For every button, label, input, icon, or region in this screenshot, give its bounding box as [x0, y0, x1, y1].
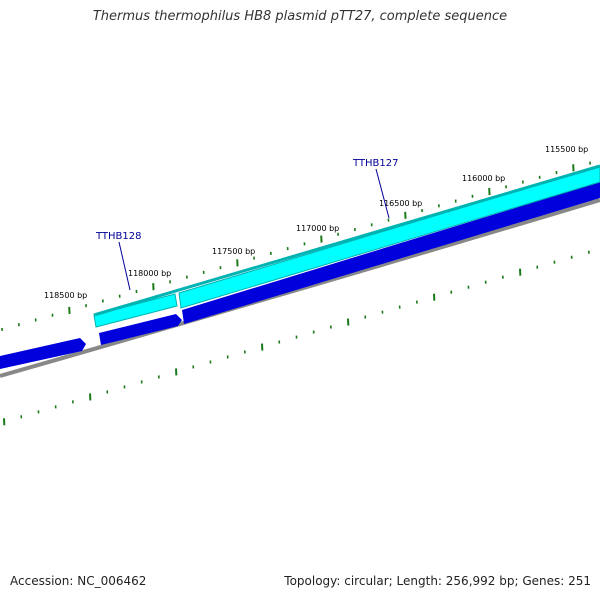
reverse-gene-arrow-middle[interactable] [99, 314, 182, 345]
gene-leader-line-tthb127 [375, 168, 390, 219]
inner-tick-marks [3, 250, 590, 426]
tick-label-118000: 118000 bp [128, 269, 171, 278]
outer-tick-marks [1, 161, 591, 331]
map-title: Thermus thermophilus HB8 plasmid pTT27, … [92, 9, 508, 24]
tick-label-116500: 116500 bp [379, 199, 422, 208]
backbone-track [0, 198, 600, 378]
forward-gene-segment-left[interactable] [93, 293, 178, 328]
accession-text: Accession: NC_006462 [10, 574, 147, 588]
forward-strand-edge [93, 164, 600, 317]
tick-label-115500: 115500 bp [545, 145, 588, 154]
gene-label-tthb128[interactable]: TTHB128 [95, 231, 142, 242]
gene-label-tthb127[interactable]: TTHB127 [352, 158, 399, 169]
gene-leader-line-tthb128 [118, 241, 131, 291]
tick-label-118500: 118500 bp [44, 291, 87, 300]
reverse-gene-arrow-left[interactable] [0, 338, 86, 369]
forward-gene-segment-right[interactable] [178, 165, 600, 309]
tick-label-116000: 116000 bp [462, 174, 505, 183]
reverse-gene-arrow-right[interactable] [182, 182, 600, 324]
topology-summary: Topology: circular; Length: 256,992 bp; … [284, 574, 591, 588]
tick-label-117500: 117500 bp [212, 247, 255, 256]
tick-label-117000: 117000 bp [296, 224, 339, 233]
